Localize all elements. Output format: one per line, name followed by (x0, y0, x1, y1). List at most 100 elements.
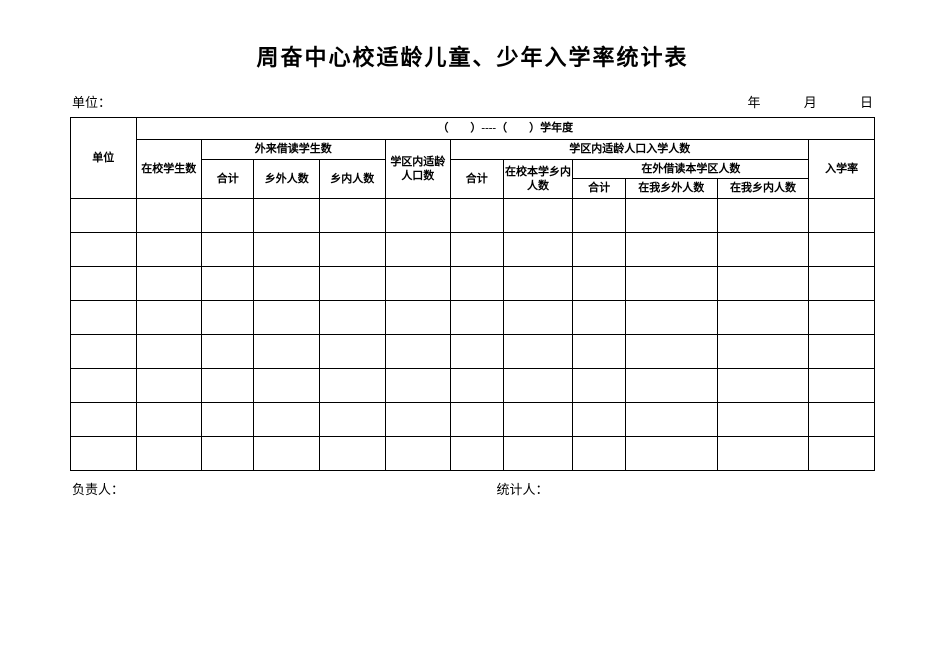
table-cell (503, 368, 573, 402)
table-cell (573, 436, 625, 470)
table-cell (320, 198, 386, 232)
table-cell (809, 300, 875, 334)
table-cell (503, 436, 573, 470)
table-cell (136, 300, 202, 334)
day-label: 日 (860, 95, 873, 110)
table-cell (254, 232, 320, 266)
th-in-school: 在校学生数 (136, 140, 202, 199)
table-cell (320, 232, 386, 266)
table-cell (320, 436, 386, 470)
unit-label: 单位： (72, 92, 111, 111)
table-cell (71, 198, 137, 232)
table-row (71, 368, 875, 402)
table-cell (385, 266, 451, 300)
table-cell (71, 232, 137, 266)
table-cell (625, 300, 717, 334)
table-cell (136, 368, 202, 402)
th-xiangnei-1: 乡内人数 (320, 160, 386, 199)
table-cell (385, 300, 451, 334)
table-cell (625, 266, 717, 300)
table-cell (385, 232, 451, 266)
table-cell (136, 198, 202, 232)
th-xiangwai-1: 乡外人数 (254, 160, 320, 199)
table-cell (809, 402, 875, 436)
table-cell (202, 368, 254, 402)
table-cell (503, 402, 573, 436)
th-in-school-this: 在校本学乡内人数 (503, 160, 573, 199)
table-cell (573, 368, 625, 402)
th-heji-2: 合计 (451, 160, 503, 199)
table-cell (385, 334, 451, 368)
table-cell (717, 266, 809, 300)
table-cell (254, 334, 320, 368)
th-heji-3: 合计 (573, 179, 625, 198)
table-cell (451, 368, 503, 402)
table-cell (385, 402, 451, 436)
footer-row: 负责人： 统计人： (70, 479, 875, 498)
table-row (71, 198, 875, 232)
table-body (71, 198, 875, 470)
table-cell (385, 198, 451, 232)
table-cell (202, 300, 254, 334)
table-cell (254, 368, 320, 402)
table-cell (202, 198, 254, 232)
table-cell (717, 232, 809, 266)
table-cell (503, 198, 573, 232)
th-heji-1: 合计 (202, 160, 254, 199)
table-cell (71, 266, 137, 300)
table-cell (809, 232, 875, 266)
th-in-our-nei: 在我乡内人数 (717, 179, 809, 198)
table-cell (320, 300, 386, 334)
table-cell (254, 198, 320, 232)
table-cell (136, 232, 202, 266)
table-cell (717, 436, 809, 470)
table-cell (254, 402, 320, 436)
table-cell (625, 402, 717, 436)
table-cell (136, 436, 202, 470)
table-cell (809, 334, 875, 368)
table-cell (202, 266, 254, 300)
page-title: 周奋中心校适龄儿童、少年入学率统计表 (70, 40, 875, 72)
table-cell (202, 436, 254, 470)
table-cell (202, 402, 254, 436)
table-cell (625, 334, 717, 368)
table-cell (625, 198, 717, 232)
table-cell (385, 368, 451, 402)
th-in-our-wai: 在我乡外人数 (625, 179, 717, 198)
table-row (71, 232, 875, 266)
th-year-range: （ ）----（ ）学年度 (136, 118, 874, 140)
table-cell (717, 402, 809, 436)
table-cell (451, 300, 503, 334)
table-row (71, 402, 875, 436)
table-cell (71, 402, 137, 436)
table-cell (451, 198, 503, 232)
table-cell (71, 300, 137, 334)
table-cell (625, 368, 717, 402)
table-cell (503, 232, 573, 266)
date-labels: 年 月 日 (707, 92, 873, 111)
table-cell (625, 232, 717, 266)
statistician-label: 统计人： (497, 479, 873, 498)
responsible-label: 负责人： (72, 479, 497, 498)
year-label: 年 (747, 95, 760, 110)
table-cell (503, 300, 573, 334)
th-district-pop: 学区内适龄人口数 (385, 140, 451, 199)
th-district-enrolled: 学区内适龄人口入学人数 (451, 140, 809, 160)
table-cell (451, 232, 503, 266)
table-cell (385, 436, 451, 470)
table-cell (503, 266, 573, 300)
table-cell (202, 334, 254, 368)
table-cell (320, 368, 386, 402)
stats-table: 单位 （ ）----（ ）学年度 在校学生数 外来借读学生数 学区内适龄人口数 … (70, 117, 875, 471)
table-row (71, 436, 875, 470)
table-cell (503, 334, 573, 368)
header-row-year: 单位 （ ）----（ ）学年度 (71, 118, 875, 140)
table-cell (136, 334, 202, 368)
th-out-borrow: 在外借读本学区人数 (573, 160, 809, 179)
meta-row: 单位： 年 月 日 (70, 92, 875, 111)
table-cell (573, 232, 625, 266)
month-label: 月 (804, 95, 817, 110)
table-cell (451, 334, 503, 368)
table-cell (71, 334, 137, 368)
table-row (71, 334, 875, 368)
